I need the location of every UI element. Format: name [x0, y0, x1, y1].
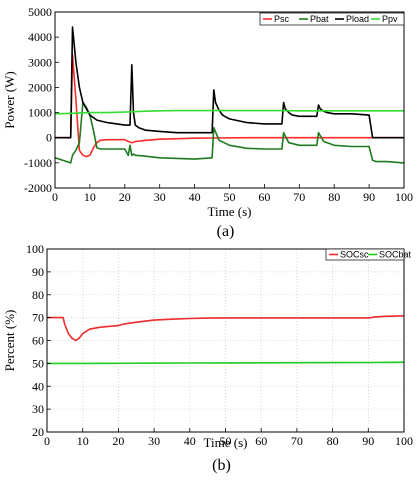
b-xtick-label-7: 70 [291, 434, 303, 448]
a-legend-label-Pload: Pload [346, 14, 369, 24]
a-series-Ppv [54, 109, 404, 115]
b-ytick-label-7: 90 [32, 265, 44, 279]
a-subfigure-label: (a) [217, 223, 235, 240]
b-ytick-label-1: 30 [32, 402, 44, 416]
a-xtick-label-2: 20 [119, 190, 131, 204]
b-xtick-label-3: 30 [148, 434, 160, 448]
a-ytick-label-0: -2000 [24, 181, 52, 195]
b-subfigure-label: (b) [212, 457, 231, 474]
b-xtick-label-4: 40 [184, 434, 196, 448]
b-xtick-label-8: 80 [327, 434, 339, 448]
a-xtick-label-9: 90 [363, 190, 375, 204]
b-legend-label-SOCsc: SOCsc [340, 250, 369, 260]
a-ytick-label-4: 2000 [28, 80, 52, 94]
b-xtick-label-0: 0 [44, 434, 50, 448]
a-ytick-label-5: 3000 [28, 55, 52, 69]
chart-a: 0 10 20 30 40 50 60 70 80 90 100 -2000 -1000 0 1000 200… [2, 5, 413, 240]
a-legend-label-Psc: Psc [274, 14, 290, 24]
b-xtick-label-6: 60 [255, 434, 267, 448]
a-xtick-label-0: 0 [52, 190, 58, 204]
b-ylabel: Percent (%) [2, 310, 17, 372]
a-series-Pload [55, 26, 404, 139]
a-legend-label-Ppv: Ppv [382, 14, 398, 24]
a-ylabel: Power (W) [2, 71, 17, 128]
a-legend-label-Pbat: Pbat [310, 14, 329, 24]
a-xtick-label-3: 30 [154, 190, 166, 204]
b-xtick-label-2: 20 [112, 434, 124, 448]
a-legend-box [259, 12, 405, 26]
b-xlabel: Time (s) [204, 435, 248, 450]
a-ytick-label-3: 1000 [28, 106, 52, 120]
chart-b: 0 10 20 30 40 50 60 70 80 90 100 20 30 40 50 60 70 80 90 10… [2, 242, 413, 474]
b-ytick-label-4: 60 [32, 334, 44, 348]
a-ytick-label-1: -1000 [24, 156, 52, 170]
b-ytick-label-2: 40 [32, 379, 44, 393]
b-xtick-label-5: 50 [220, 434, 232, 448]
b-xtick-label-1: 10 [77, 434, 89, 448]
a-xlabel: Time (s) [208, 204, 252, 219]
b-ytick-label-8: 100 [26, 242, 44, 256]
a-xtick-label-7: 70 [293, 190, 305, 204]
a-xtick-label-6: 60 [258, 190, 270, 204]
b-xtick-label-9: 90 [362, 434, 374, 448]
a-ytick-label-2: 0 [46, 131, 52, 145]
b-ytick-label-3: 50 [32, 356, 44, 370]
a-xtick-label-4: 40 [189, 190, 201, 204]
a-xtick-label-1: 10 [84, 190, 96, 204]
b-ytick-label-0: 20 [32, 425, 44, 439]
a-series-Psc [55, 53, 404, 158]
a-xtick-label-10: 100 [395, 190, 413, 204]
b-legend-label-SOCbat: SOCbat [379, 250, 412, 260]
a-xtick-label-5: 50 [224, 190, 236, 204]
b-xtick-label-10: 100 [395, 434, 413, 448]
b-legend-box [325, 248, 405, 261]
b-ytick-label-6: 80 [32, 288, 44, 302]
b-ytick-label-5: 70 [32, 311, 44, 325]
a-ytick-label-7: 5000 [28, 5, 52, 19]
b-series-SOCbat [47, 361, 405, 365]
b-series-SOCsc [47, 315, 405, 342]
a-xtick-label-8: 80 [328, 190, 340, 204]
a-plot-frame [54, 11, 405, 189]
a-ytick-label-6: 4000 [28, 30, 52, 44]
